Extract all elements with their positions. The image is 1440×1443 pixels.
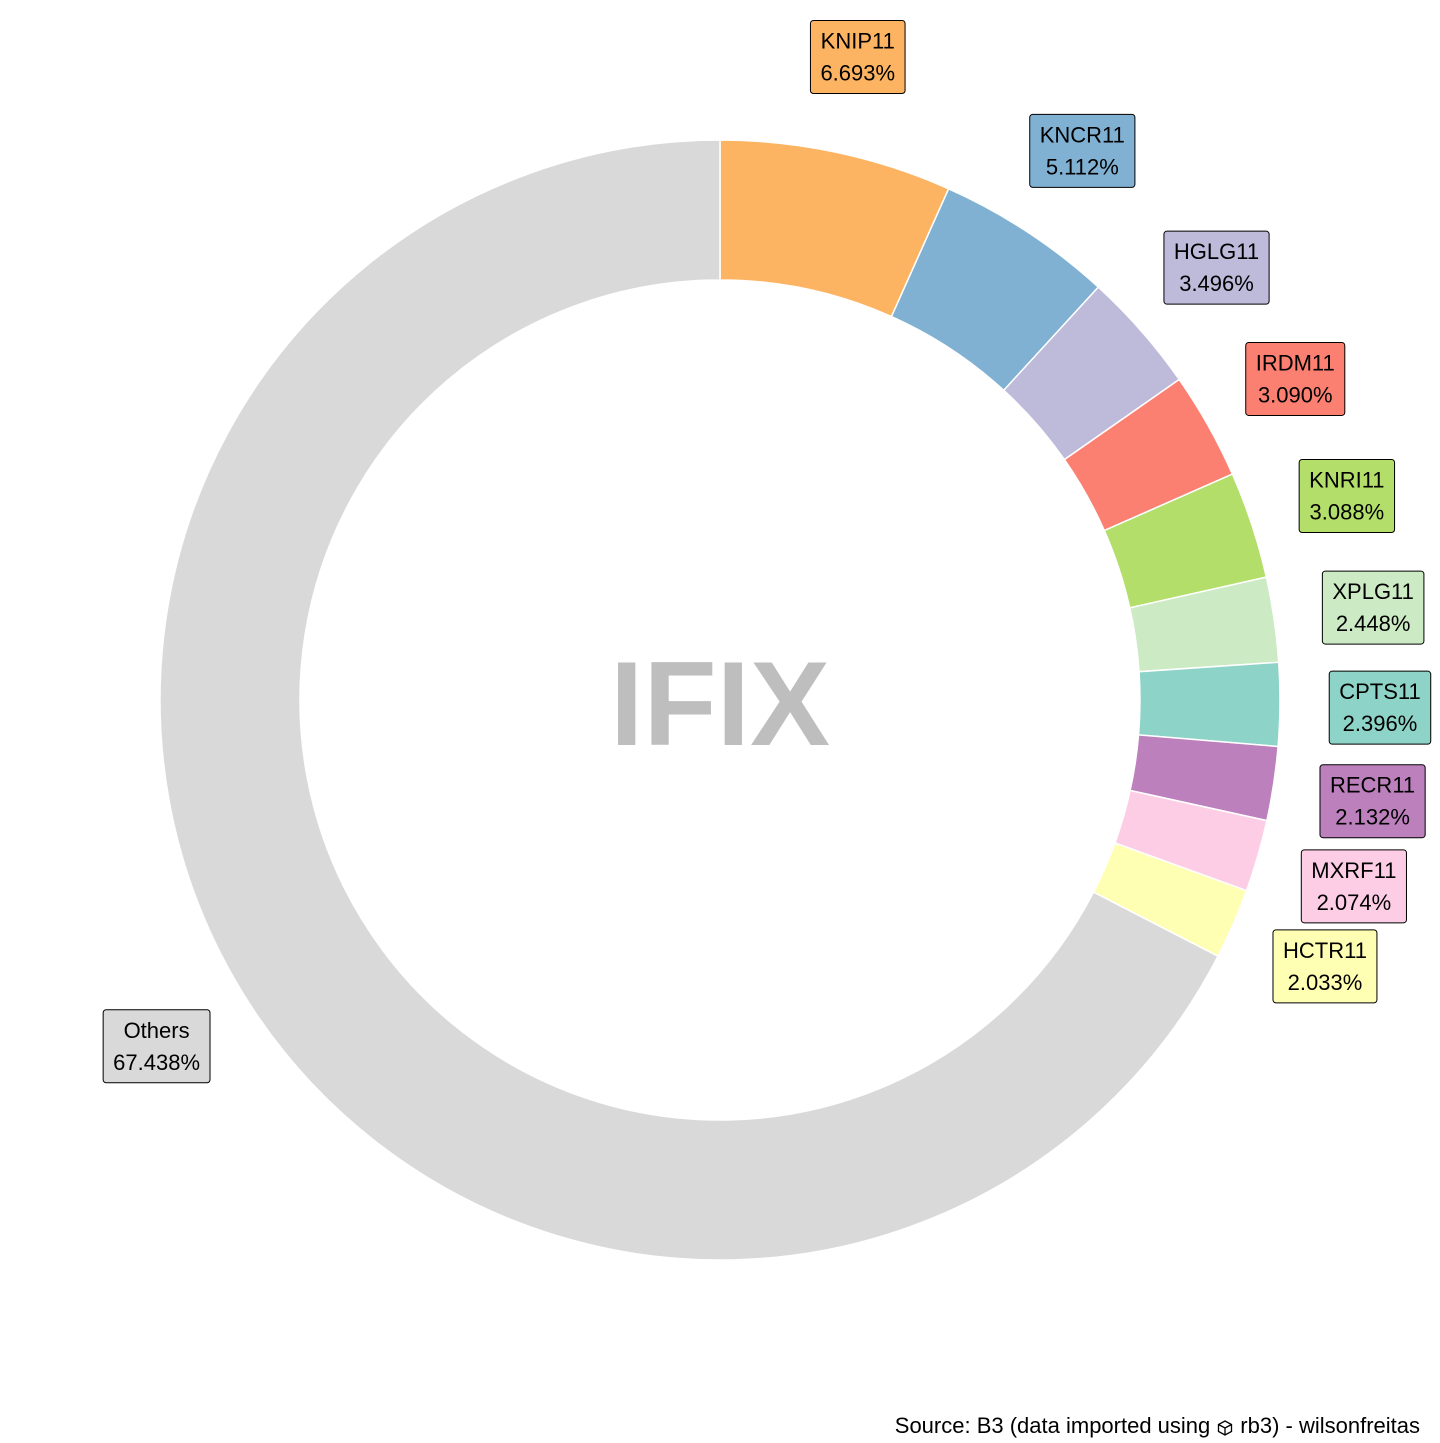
caption-prefix: Source: B3 (data imported using — [894, 1413, 1211, 1438]
label-value: 3.496% — [1179, 271, 1254, 296]
label-name: KNCR11 — [1040, 122, 1125, 147]
label-hglg11: HGLG11 3.496% — [1163, 230, 1270, 305]
label-knip11: KNIP11 6.693% — [809, 20, 906, 95]
label-others: Others 67.438% — [102, 1009, 211, 1084]
label-box — [1328, 670, 1432, 745]
label-name: Others — [124, 1018, 190, 1043]
label-name: XPLG11 — [1332, 579, 1414, 604]
slice-labels: KNIP11 6.693% KNCR11 5.112% HGLG11 3.496% IRDM… — [102, 20, 1432, 1084]
label-value: 5.112% — [1046, 154, 1119, 179]
label-name: IRDM11 — [1256, 350, 1335, 375]
label-box — [1321, 570, 1425, 645]
label-box — [1272, 929, 1378, 1004]
label-value: 2.396% — [1343, 711, 1418, 736]
caption-suffix: rb3) - wilsonfreitas — [1240, 1413, 1420, 1438]
label-name: MXRF11 — [1311, 858, 1396, 883]
label-knri11: KNRI11 3.088% — [1298, 458, 1396, 533]
donut-slices — [159, 139, 1281, 1261]
label-name: KNRI11 — [1309, 467, 1384, 492]
label-box — [1319, 764, 1426, 839]
label-value: 2.033% — [1288, 970, 1363, 995]
label-box — [809, 20, 906, 95]
label-name: HCTR11 — [1283, 938, 1367, 963]
slice-cpts11 — [1137, 661, 1281, 748]
label-name: RECR11 — [1330, 773, 1415, 798]
label-value: 6.693% — [820, 61, 895, 86]
slice-others — [159, 139, 1219, 1261]
label-recr11: RECR11 2.132% — [1319, 764, 1426, 839]
label-box — [1298, 458, 1396, 533]
label-value: 2.132% — [1335, 805, 1410, 830]
label-mxrf11: MXRF11 2.074% — [1300, 849, 1407, 924]
package-icon — [1216, 1417, 1234, 1436]
center-label: IFIX — [610, 637, 830, 771]
label-value: 2.074% — [1317, 890, 1392, 915]
label-box — [1163, 230, 1270, 305]
label-value: 67.438% — [113, 1050, 200, 1075]
label-name: CPTS11 — [1339, 679, 1421, 704]
label-box — [102, 1009, 211, 1084]
label-kncr11: KNCR11 5.112% — [1029, 113, 1136, 188]
label-box — [1300, 849, 1407, 924]
label-value: 3.088% — [1310, 499, 1385, 524]
label-cpts11: CPTS11 2.396% — [1328, 670, 1432, 745]
label-xplg11: XPLG11 2.448% — [1321, 570, 1425, 645]
label-irdm11: IRDM11 3.090% — [1245, 341, 1346, 416]
label-value: 3.090% — [1258, 382, 1333, 407]
label-value: 2.448% — [1336, 611, 1411, 636]
label-box — [1029, 113, 1136, 188]
label-hctr11: HCTR11 2.033% — [1272, 929, 1378, 1004]
label-name: KNIP11 — [821, 29, 895, 54]
label-box — [1245, 341, 1346, 416]
source-caption: Source: B3 (data imported using rb3) - w… — [895, 1413, 1420, 1439]
label-name: HGLG11 — [1174, 239, 1259, 264]
